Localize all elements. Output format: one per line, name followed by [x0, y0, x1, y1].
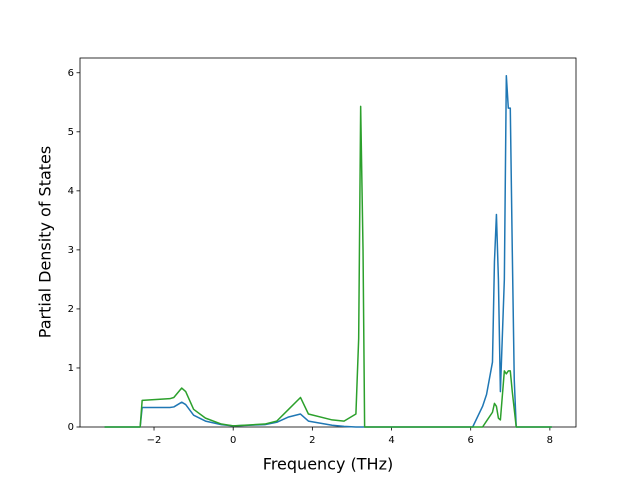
x-tick-label: −2 [147, 435, 162, 446]
x-axis-label: Frequency (THz) [263, 455, 393, 474]
plot-frame [79, 57, 577, 428]
x-tick-label: 4 [388, 435, 394, 446]
y-tick-label: 5 [68, 127, 74, 138]
x-tick-label: 0 [230, 435, 236, 446]
y-tick-label: 1 [68, 363, 74, 374]
y-tick-label: 4 [68, 186, 74, 197]
series-line [104, 105, 552, 428]
y-tick-label: 3 [68, 245, 74, 256]
x-tick-label: 8 [547, 435, 553, 446]
y-axis-label: Partial Density of States [36, 146, 55, 338]
x-tick-label: 2 [309, 435, 315, 446]
y-tick-label: 2 [68, 304, 74, 315]
y-tick-label: 0 [68, 422, 74, 433]
x-tick-label: 6 [468, 435, 474, 446]
series-line [104, 74, 552, 428]
y-tick-label: 6 [68, 68, 74, 79]
